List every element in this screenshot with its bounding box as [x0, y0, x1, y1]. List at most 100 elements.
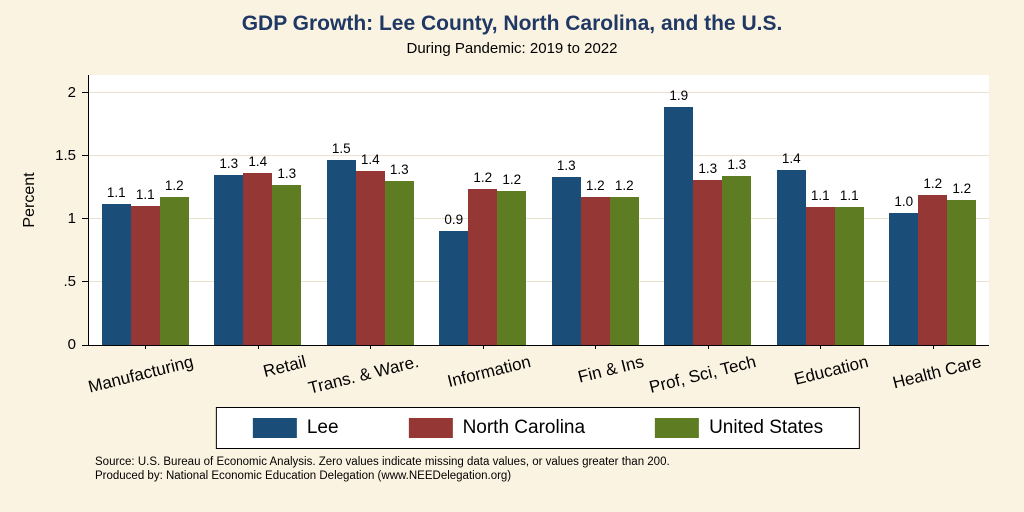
x-category-label: Prof, Sci, Tech: [647, 352, 758, 397]
bar-value-label: 1.1: [106, 184, 126, 200]
x-tick-mark: [145, 345, 147, 349]
x-category-label: Health Care: [890, 352, 983, 393]
y-tick-mark: [82, 155, 88, 157]
bar: 1.2: [918, 176, 948, 345]
gridline: [89, 218, 989, 220]
bar: 1.0: [889, 194, 919, 345]
bar-value-label: 1.2: [164, 178, 184, 194]
y-tick-label: 0: [67, 336, 76, 353]
x-category-label: Fin & Ins: [575, 352, 646, 387]
legend-item: Lee: [252, 417, 339, 439]
bar-value-label: 1.3: [389, 161, 409, 177]
x-tick-mark: [932, 345, 934, 349]
bar-value-label: 1.3: [698, 160, 718, 176]
bar: 1.3: [214, 156, 244, 345]
bar-value-label: 1.1: [839, 188, 859, 204]
chart-title: GDP Growth: Lee County, North Carolina, …: [241, 12, 783, 35]
bar: 1.1: [834, 188, 864, 345]
bar-value-label: 1.3: [277, 165, 297, 181]
bar-value-label: 1.4: [248, 154, 268, 170]
bar: 1.5: [326, 141, 356, 345]
bar-value-label: 1.3: [219, 155, 239, 171]
y-tick-mark: [82, 92, 88, 94]
x-tick-mark: [595, 345, 597, 349]
bar-value-label: 1.3: [556, 158, 576, 174]
bar: 1.9: [664, 88, 694, 345]
legend-label: Lee: [306, 417, 339, 438]
bar-value-label: 1.4: [360, 151, 380, 167]
bar-group: 1.9 1.3 1.3 Prof, Sci, Tech: [647, 75, 758, 397]
bar-group: 1.0 1.2 1.2 Health Care: [889, 75, 983, 392]
bar-value-label: 1.2: [502, 172, 522, 188]
bar: 1.4: [355, 152, 385, 345]
legend-swatch: [252, 418, 297, 438]
source-note: Source: U.S. Bureau of Economic Analysis…: [95, 456, 670, 468]
bar: 1.2: [580, 178, 610, 345]
bar: 1.3: [722, 157, 752, 345]
bar-group: 1.5 1.4 1.3 Trans. & Ware.: [306, 75, 420, 398]
bar-value-label: 1.9: [669, 87, 689, 103]
bar-value-label: 1.2: [614, 178, 634, 194]
produced-by-note: Produced by: National Economic Education…: [95, 470, 512, 482]
bar-value-label: 0.9: [444, 212, 464, 228]
chart-subtitle: During Pandemic: 2019 to 2022: [406, 40, 618, 57]
bar-group: 1.4 1.1 1.1 Education: [776, 75, 870, 389]
bar: 1.2: [947, 181, 977, 345]
bar-value-label: 1.2: [585, 178, 605, 194]
bar-value-label: 1.2: [473, 169, 493, 185]
gridline: [89, 281, 989, 283]
bar-group: 1.3 1.2 1.2 Fin & Ins: [551, 75, 645, 387]
bar: 1.1: [130, 187, 160, 345]
bar-value-label: 1.4: [781, 150, 801, 166]
bar: 0.9: [439, 212, 469, 345]
x-category-label: Trans. & Ware.: [306, 352, 421, 398]
bar: 1.3: [272, 166, 302, 345]
bar-value-label: 1.3: [727, 156, 747, 172]
y-tick-mark: [82, 218, 88, 220]
bar: 1.1: [101, 185, 131, 345]
x-tick-mark: [820, 345, 822, 349]
bar-value-label: 1.1: [810, 188, 830, 204]
bar: 1.2: [609, 178, 639, 345]
legend-swatch: [655, 418, 700, 438]
gridline: [89, 155, 989, 157]
bar-value-label: 1.1: [135, 187, 155, 203]
legend-label: North Carolina: [462, 417, 586, 438]
bar: 1.1: [805, 188, 835, 345]
bar: 1.3: [384, 162, 414, 345]
bar-group: 0.9 1.2 1.2 Information: [439, 75, 533, 391]
bar: 1.2: [468, 170, 498, 345]
bar: 1.2: [497, 172, 527, 345]
x-category-label: Manufacturing: [86, 352, 196, 397]
legend-item: North Carolina: [408, 417, 586, 439]
y-tick-label: 2: [67, 83, 76, 101]
y-tick-label: 1.5: [55, 146, 76, 164]
y-tick-mark: [82, 281, 88, 283]
x-category-label: Information: [445, 352, 533, 392]
bar-value-label: 1.5: [331, 140, 351, 156]
bar-value-label: 1.2: [952, 180, 972, 196]
bar: 1.3: [693, 161, 723, 345]
bar-value-label: 1.0: [894, 193, 914, 209]
y-tick-mark: [82, 344, 88, 346]
legend: Lee North Carolina United States: [215, 407, 861, 449]
legend-swatch: [408, 418, 453, 438]
y-tick-label: .5: [63, 272, 76, 290]
plot-area: 1.1 1.1 1.2 Manufacturing 1.3 1.4 1.3 Retail 1.5…: [86, 75, 989, 398]
x-category-label: Retail: [261, 352, 308, 381]
y-tick-label: 1: [67, 209, 76, 227]
bar-group: 1.1 1.1 1.2 Manufacturing: [86, 75, 195, 396]
legend-label: United States: [709, 417, 824, 438]
bar: 1.2: [159, 178, 189, 345]
y-axis: 0 .5 1 1.5 2: [0, 75, 88, 353]
bar-value-label: 1.2: [923, 175, 943, 191]
x-category-label: Education: [792, 352, 871, 389]
bar: 1.4: [243, 154, 273, 345]
x-tick-mark: [707, 345, 709, 349]
bar-group: 1.3 1.4 1.3 Retail: [214, 75, 308, 381]
x-tick-mark: [370, 345, 372, 349]
gridline: [89, 92, 989, 94]
bar: 1.4: [776, 151, 806, 345]
bar: 1.3: [551, 158, 581, 345]
